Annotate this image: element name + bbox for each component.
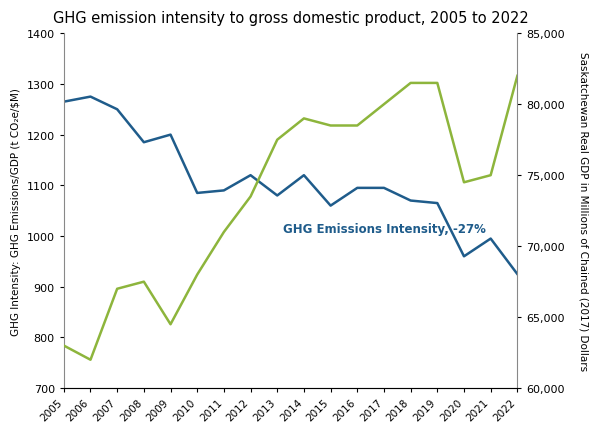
Y-axis label: GHG Intensity: GHG Emissions/GDP (t CO₂e/$M): GHG Intensity: GHG Emissions/GDP (t CO₂e…: [11, 88, 21, 335]
Text: GDP, +29%: GDP, +29%: [0, 433, 1, 434]
Text: GHG Emissions Intensity, -27%: GHG Emissions Intensity, -27%: [283, 223, 485, 236]
Title: GHG emission intensity to gross domestic product, 2005 to 2022: GHG emission intensity to gross domestic…: [53, 11, 529, 26]
Y-axis label: Saskatchewan Real GDP in Millions of Chained (2017) Dollars: Saskatchewan Real GDP in Millions of Cha…: [579, 52, 589, 370]
